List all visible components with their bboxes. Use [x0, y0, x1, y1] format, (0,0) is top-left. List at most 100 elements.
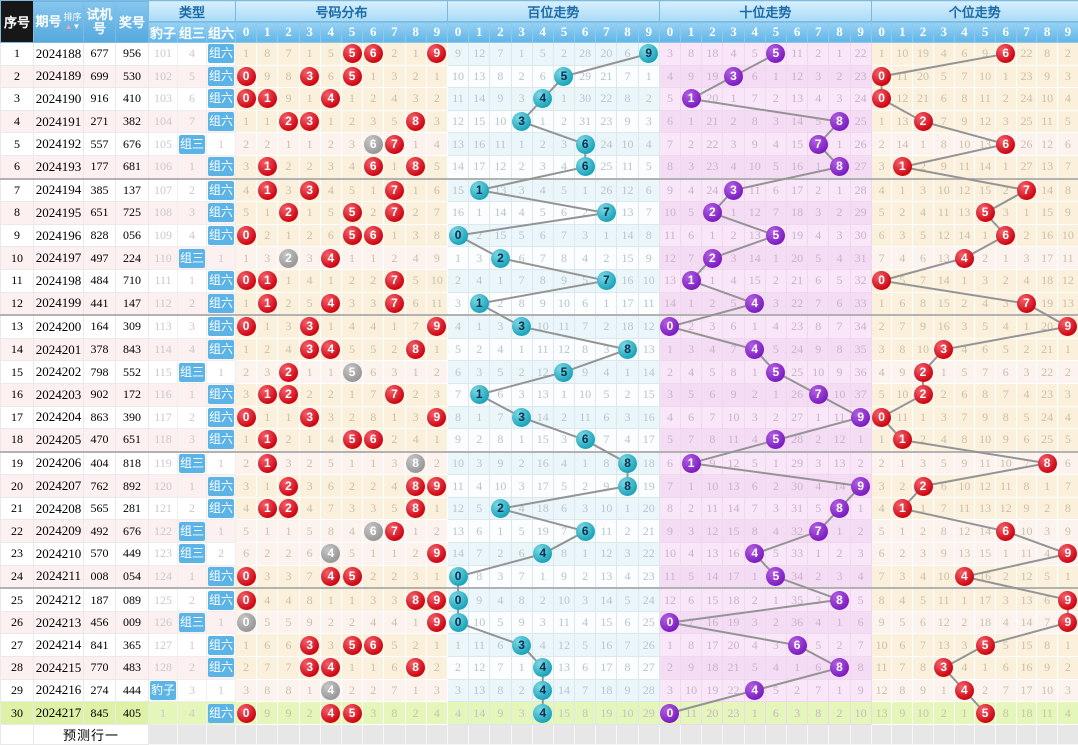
hundreds-cell: 5 [596, 383, 617, 406]
dist-cell: 5 [299, 520, 320, 543]
units-cell: 1 [954, 269, 975, 292]
dist-hit-circle: 3 [300, 181, 319, 200]
units-cell: 1 [892, 497, 913, 520]
dist-pair-circle: 6 [364, 135, 383, 154]
tens-cell: 13 [744, 224, 765, 247]
units-cell: 9 [1057, 588, 1078, 611]
units-cell: 8 [933, 133, 954, 156]
units-cell: 1 [913, 406, 934, 429]
dist-cell: 2 [363, 475, 384, 498]
units-cell: 1 [1037, 475, 1058, 498]
dist-cell: 4 [384, 475, 405, 498]
hundreds-hit-circle: 3 [512, 317, 531, 336]
tens-cell: 6 [681, 224, 702, 247]
dist-cell: 1 [257, 292, 278, 315]
units-cell: 9 [954, 110, 975, 133]
hundreds-cell: 1 [511, 338, 532, 361]
tens-cell: 4 [681, 543, 702, 566]
units-cell: 12 [933, 611, 954, 634]
serial-cell: 14 [1, 338, 34, 361]
hundreds-cell: 29 [575, 65, 596, 88]
dist-cell: 3 [299, 179, 320, 202]
prediction-blank-cell [1057, 724, 1078, 744]
digit-header: 4 [320, 22, 341, 43]
tens-cell: 2 [702, 292, 723, 315]
dist-cell: 9 [278, 88, 299, 111]
hundreds-cell: 8 [447, 406, 468, 429]
sort-desc-icon[interactable]: ▼ [73, 22, 81, 31]
tens-cell: 4 [702, 338, 723, 361]
tens-cell: 18 [702, 657, 723, 680]
dist-cell: 1 [257, 406, 278, 429]
tens-cell: 5 [723, 292, 744, 315]
hundreds-cell: 13 [532, 383, 553, 406]
units-cell: 26 [1016, 133, 1037, 156]
dist-hit-circle: 1 [258, 271, 277, 290]
section-header-hundreds: 百位走势 [447, 1, 659, 22]
dist-cell: 4 [320, 338, 341, 361]
dist-cell: 6 [257, 634, 278, 657]
sort-asc-icon[interactable]: ▲ [65, 22, 73, 31]
tens-cell: 7 [681, 429, 702, 452]
dist-cell: 5 [341, 361, 362, 384]
dist-cell: 8 [257, 43, 278, 66]
dist-cell: 1 [236, 292, 257, 315]
digit-header: 3 [299, 22, 320, 43]
units-cell: 9 [1057, 202, 1078, 225]
type-cell: 115 [149, 361, 178, 384]
dist-cell: 9 [426, 475, 447, 498]
dist-cell: 1 [405, 520, 426, 543]
units-cell: 22 [1037, 361, 1058, 384]
dist-hit-circle: 5 [343, 203, 362, 222]
units-cell: 16 [975, 565, 996, 588]
dist-cell: 1 [257, 452, 278, 475]
hundreds-cell: 22 [596, 88, 617, 111]
type-cell: 105 [149, 133, 178, 156]
serial-cell: 2 [1, 65, 34, 88]
prediction-blank-cell [871, 724, 892, 744]
period-cell: 2024188 [34, 43, 84, 66]
dist-cell: 0 [236, 315, 257, 338]
type-hit-badge: 组三 [179, 544, 205, 563]
tens-hit-circle: 6 [788, 636, 807, 655]
units-cell: 4 [1057, 406, 1078, 429]
tens-cell: 6 [808, 657, 829, 680]
dist-hit-circle: 0 [237, 591, 256, 610]
tens-cell: 29 [850, 202, 871, 225]
tens-cell: 3 [681, 520, 702, 543]
tens-cell: 6 [681, 588, 702, 611]
hundreds-cell: 13 [447, 520, 468, 543]
units-cell: 4 [954, 657, 975, 680]
tens-cell: 4 [808, 88, 829, 111]
hundreds-cell: 22 [638, 543, 659, 566]
tens-cell: 22 [850, 43, 871, 66]
units-cell: 5 [1057, 110, 1078, 133]
tens-cell: 5 [850, 588, 871, 611]
hundreds-cell: 3 [596, 338, 617, 361]
dist-cell: 6 [320, 224, 341, 247]
test-number-cell: 565 [84, 497, 116, 520]
tens-cell: 6 [702, 383, 723, 406]
units-cell: 13 [933, 634, 954, 657]
dist-cell: 1 [257, 179, 278, 202]
units-cell: 2 [913, 429, 934, 452]
units-cell: 14 [933, 269, 954, 292]
tens-hit-circle: 0 [660, 704, 679, 723]
dist-cell: 2 [405, 543, 426, 566]
prediction-blank-cell [913, 724, 934, 744]
dist-cell: 2 [384, 247, 405, 270]
units-cell: 10 [1037, 88, 1058, 111]
hundreds-cell: 2 [532, 588, 553, 611]
dist-cell: 4 [278, 588, 299, 611]
tens-hit-circle: 2 [703, 203, 722, 222]
tens-cell: 24 [850, 88, 871, 111]
tens-cell: 7 [765, 202, 786, 225]
units-cell: 4 [995, 611, 1016, 634]
tens-cell: 7 [723, 338, 744, 361]
units-cell: 14 [892, 133, 913, 156]
dist-hit-circle: 4 [321, 658, 340, 677]
dist-cell: 2 [257, 224, 278, 247]
hundreds-cell: 4 [617, 429, 638, 452]
